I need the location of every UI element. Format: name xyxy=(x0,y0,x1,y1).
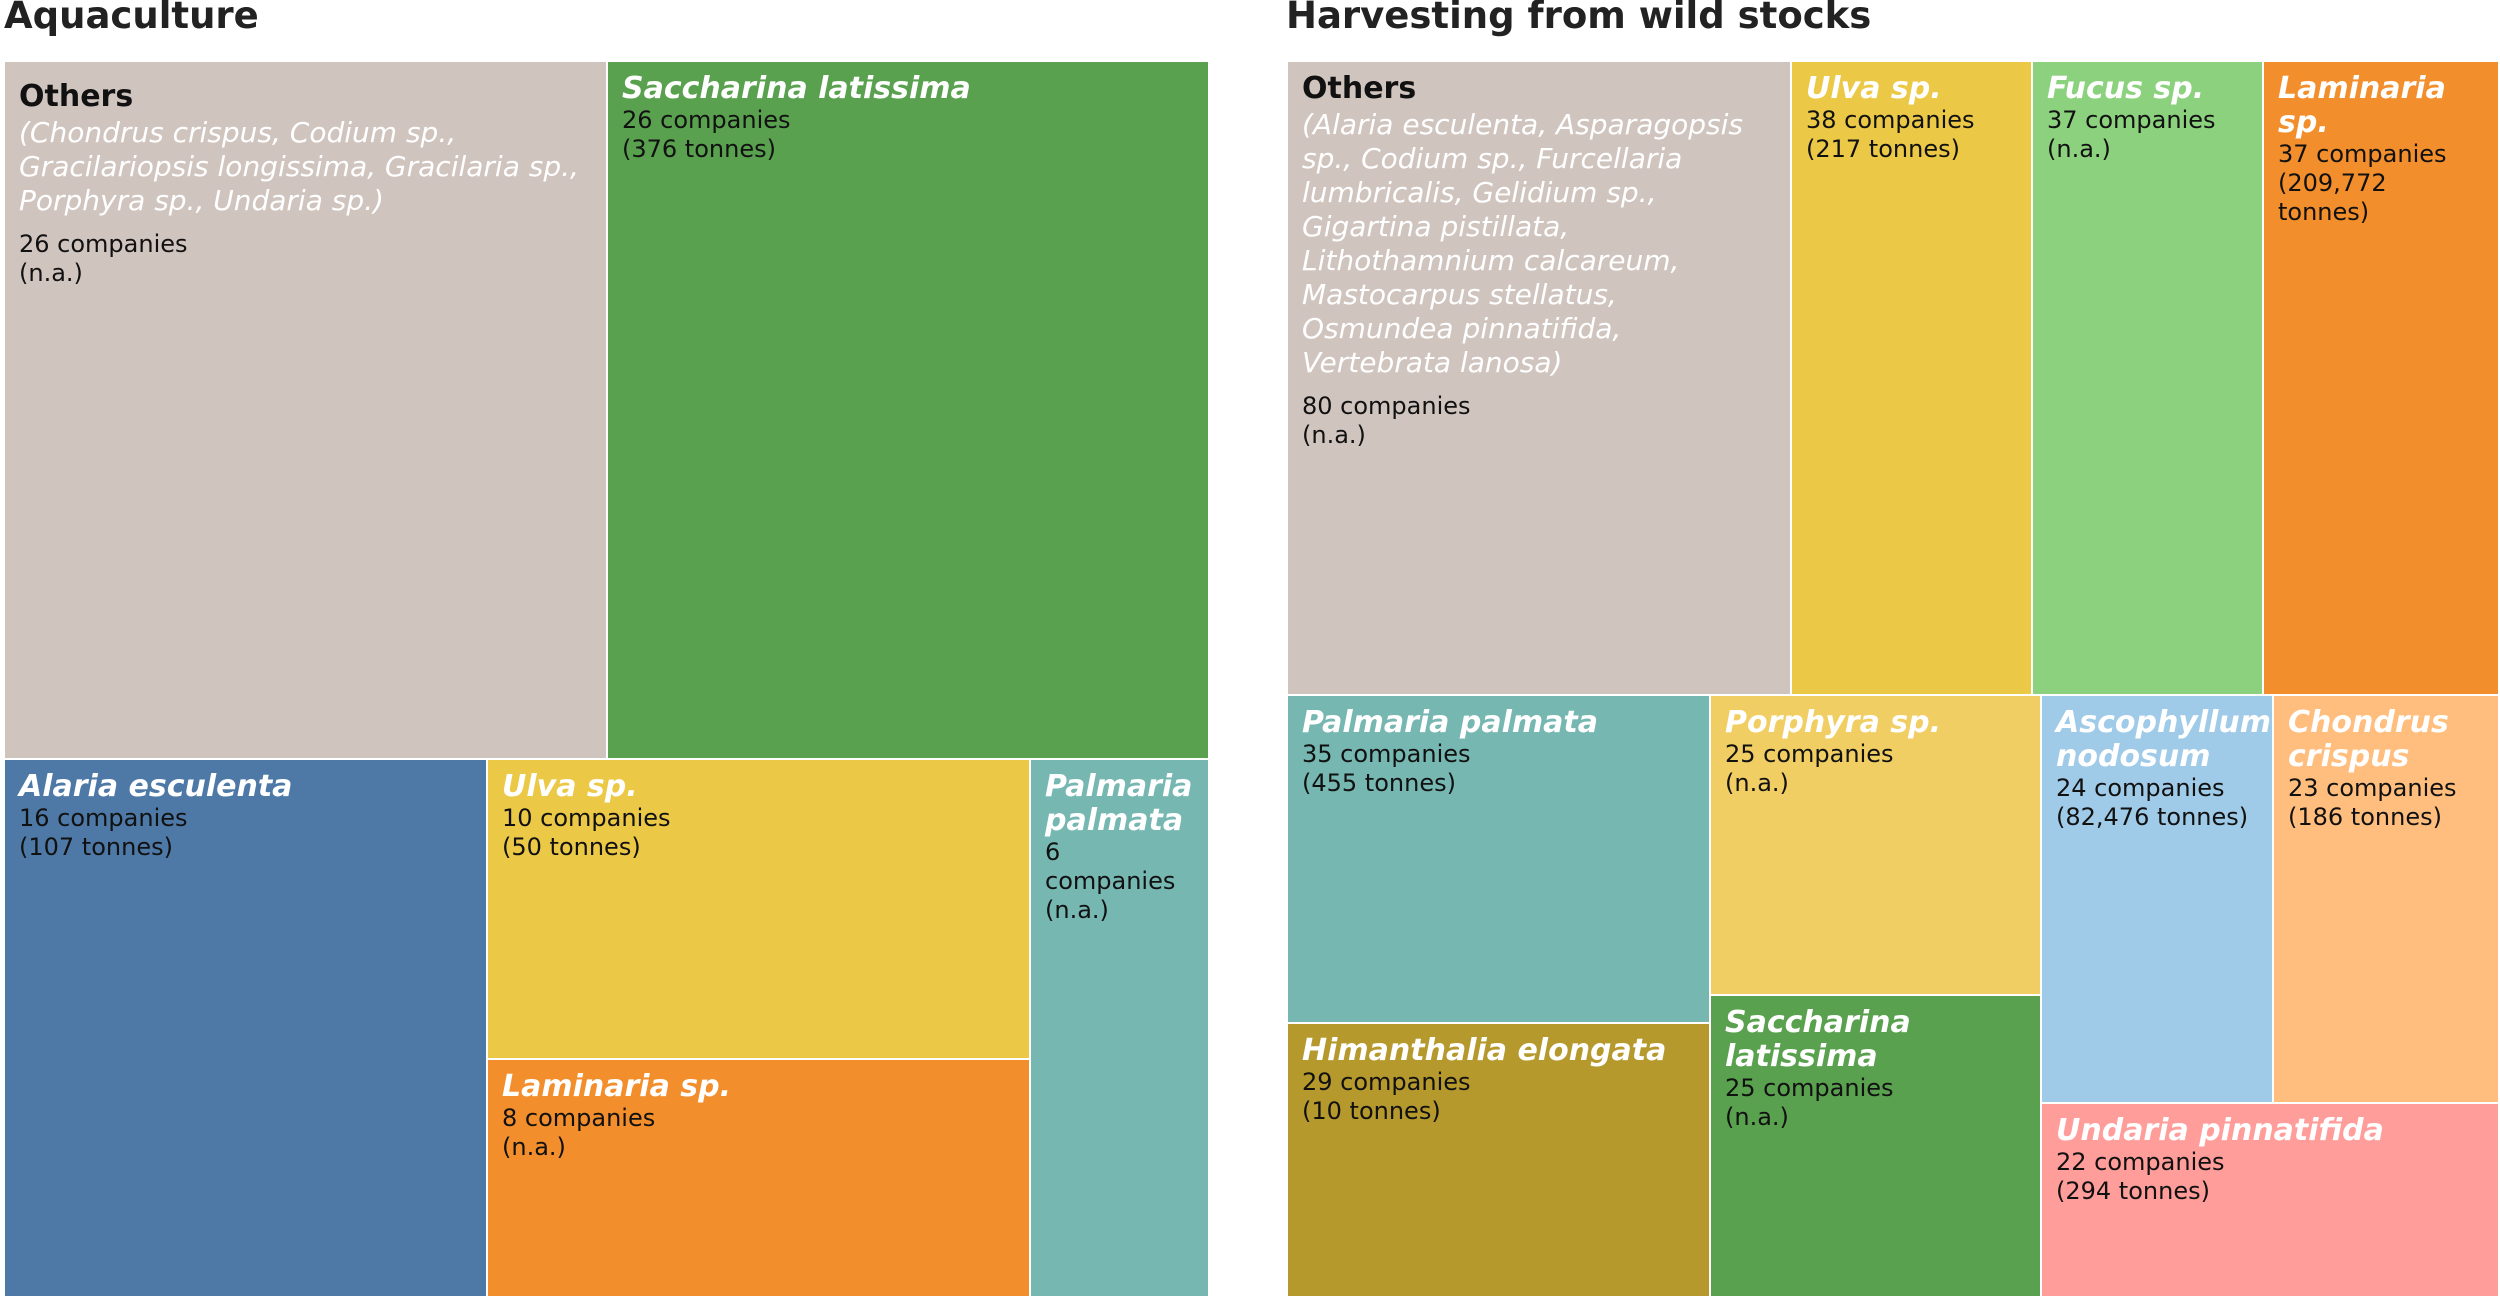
tile-companies: 80 companies xyxy=(1302,392,1471,420)
tile-name: Laminaria sp. xyxy=(2278,71,2446,140)
treemap-tile-aqua-others: Others (Chondrus crispus, Codium sp., Gr… xyxy=(3,60,608,760)
tile-name: Laminaria sp. xyxy=(502,1069,731,1104)
tile-companies: 24 companies xyxy=(2056,774,2225,802)
tile-tonnes: (209,772 tonnes) xyxy=(2278,169,2387,226)
treemap-tile-wild-saccharina-latissima: Saccharina latissima 25 companies (n.a.) xyxy=(1709,994,2042,1298)
tile-tonnes: (n.a.) xyxy=(2047,135,2111,163)
treemap-tile-aqua-saccharina-latissima: Saccharina latissima 26 companies (376 t… xyxy=(606,60,1210,760)
tile-name: Chondrus crispus xyxy=(2288,705,2449,774)
tile-companies: 38 companies xyxy=(1806,106,1975,134)
tile-name: Saccharina latissima xyxy=(622,71,971,106)
tile-companies: 29 companies xyxy=(1302,1068,1471,1096)
tile-tonnes: (n.a.) xyxy=(502,1133,566,1161)
tile-tonnes: (10 tonnes) xyxy=(1302,1097,1441,1125)
tile-name: Saccharina latissima xyxy=(1725,1005,1911,1074)
tile-companies: 35 companies xyxy=(1302,740,1471,768)
tile-tonnes: (n.a.) xyxy=(1045,896,1109,924)
tile-companies: 26 companies xyxy=(19,230,188,258)
tile-tonnes: (107 tonnes) xyxy=(19,833,173,861)
tile-species-list: (Chondrus crispus, Codium sp., Gracilari… xyxy=(19,116,579,217)
tile-name: Others xyxy=(19,79,134,114)
tile-companies: 16 companies xyxy=(19,804,188,832)
treemap-tile-wild-undaria-pinnatifida: Undaria pinnatifida 22 companies (294 to… xyxy=(2040,1102,2500,1298)
tile-companies: 25 companies xyxy=(1725,1074,1894,1102)
tile-tonnes: (82,476 tonnes) xyxy=(2056,803,2249,831)
treemap-tile-aqua-alaria-esculenta: Alaria esculenta 16 companies (107 tonne… xyxy=(3,758,488,1298)
treemap-tile-wild-ascophyllum-nodosum: Ascophyllum nodosum 24 companies (82,476… xyxy=(2040,694,2274,1104)
treemap-tile-wild-fucus: Fucus sp. 37 companies (n.a.) xyxy=(2031,60,2264,696)
tile-tonnes: (n.a.) xyxy=(1302,421,1366,449)
treemap-tile-wild-palmaria-palmata: Palmaria palmata 35 companies (455 tonne… xyxy=(1286,694,1711,1024)
tile-name: Fucus sp. xyxy=(2047,71,2205,106)
treemap-tile-aqua-laminaria: Laminaria sp. 8 companies (n.a.) xyxy=(486,1058,1031,1298)
treemap-tile-wild-laminaria: Laminaria sp. 37 companies (209,772 tonn… xyxy=(2262,60,2500,696)
tile-tonnes: (455 tonnes) xyxy=(1302,769,1456,797)
tile-companies: 23 companies xyxy=(2288,774,2457,802)
treemap-tile-wild-porphyra: Porphyra sp. 25 companies (n.a.) xyxy=(1709,694,2042,996)
treemap-tile-wild-others: Others (Alaria esculenta, Asparagopsis s… xyxy=(1286,60,1792,696)
tile-name: Undaria pinnatifida xyxy=(2056,1113,2384,1148)
tile-species-list: (Alaria esculenta, Asparagopsis sp., Cod… xyxy=(1302,108,1743,379)
tile-companies: 25 companies xyxy=(1725,740,1894,768)
tile-tonnes: (294 tonnes) xyxy=(2056,1177,2210,1205)
tile-tonnes: (n.a.) xyxy=(1725,1103,1789,1131)
treemap-tile-aqua-palmaria-palmata: Palmaria palmata 6 companies (n.a.) xyxy=(1029,758,1210,1298)
tile-tonnes: (376 tonnes) xyxy=(622,135,776,163)
tile-name: Ascophyllum nodosum xyxy=(2056,705,2272,774)
tile-companies: 10 companies xyxy=(502,804,671,832)
tile-tonnes: (186 tonnes) xyxy=(2288,803,2442,831)
treemap-tile-wild-himanthalia-elongata: Himanthalia elongata 29 companies (10 to… xyxy=(1286,1022,1711,1298)
tile-name: Others xyxy=(1302,71,1417,106)
tile-tonnes: (n.a.) xyxy=(1725,769,1789,797)
tile-companies: 8 companies xyxy=(502,1104,656,1132)
wild-stocks-title: Harvesting from wild stocks xyxy=(1286,0,1872,37)
tile-tonnes: (n.a.) xyxy=(19,259,83,287)
tile-companies: 37 companies xyxy=(2047,106,2216,134)
tile-name: Himanthalia elongata xyxy=(1302,1033,1667,1068)
tile-name: Ulva sp. xyxy=(502,769,638,804)
tile-name: Alaria esculenta xyxy=(19,769,293,804)
treemap-tile-wild-chondrus-crispus: Chondrus crispus 23 companies (186 tonne… xyxy=(2272,694,2500,1104)
tile-companies: 37 companies xyxy=(2278,140,2447,168)
tile-companies: 22 companies xyxy=(2056,1148,2225,1176)
treemap-tile-aqua-ulva: Ulva sp. 10 companies (50 tonnes) xyxy=(486,758,1031,1060)
treemap-tile-wild-ulva: Ulva sp. 38 companies (217 tonnes) xyxy=(1790,60,2033,696)
tile-companies: 6 companies xyxy=(1045,838,1176,895)
aquaculture-title: Aquaculture xyxy=(4,0,259,37)
tile-name: Palmaria palmata xyxy=(1302,705,1598,740)
tile-name: Palmaria palmata xyxy=(1045,769,1193,838)
tile-tonnes: (50 tonnes) xyxy=(502,833,641,861)
tile-tonnes: (217 tonnes) xyxy=(1806,135,1960,163)
tile-name: Porphyra sp. xyxy=(1725,705,1941,740)
tile-name: Ulva sp. xyxy=(1806,71,1942,106)
tile-companies: 26 companies xyxy=(622,106,791,134)
